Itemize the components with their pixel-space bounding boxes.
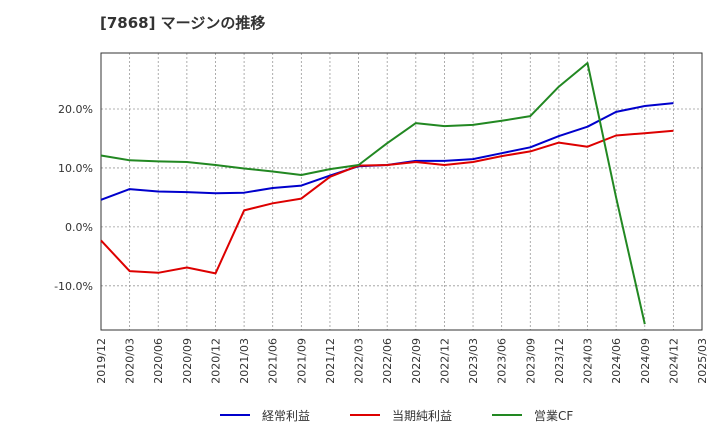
- x-tick-label: 2023/12: [553, 338, 566, 384]
- x-tick-label: 2024/09: [639, 338, 652, 384]
- series-lines: [100, 62, 674, 325]
- y-tick-label: 10.0%: [58, 162, 93, 175]
- y-axis-ticks: 20.0% 10.0% 0.0% -10.0%: [54, 103, 93, 293]
- x-tick-label: 2020/03: [124, 338, 137, 384]
- y-tick-label: -10.0%: [54, 280, 93, 293]
- x-tick-label: 2020/12: [209, 338, 222, 384]
- series-line: [100, 62, 646, 325]
- x-tick-label: 2024/06: [610, 338, 623, 384]
- legend-label: 営業CF: [534, 409, 573, 423]
- x-tick-label: 2022/12: [438, 338, 451, 384]
- x-tick-label: 2022/09: [410, 338, 423, 384]
- y-tick-label: 20.0%: [58, 103, 93, 116]
- x-tick-label: 2023/06: [496, 338, 509, 384]
- x-tick-label: 2022/03: [353, 338, 366, 384]
- x-tick-label: 2021/09: [295, 338, 308, 384]
- x-axis-ticks: 2019/12 2020/03 2020/06 2020/09 2020/12 2021/…: [95, 338, 709, 384]
- x-tick-label: 2024/12: [667, 338, 680, 384]
- x-tick-label: 2020/09: [181, 338, 194, 384]
- x-tick-label: 2023/09: [524, 338, 537, 384]
- legend: 経常利益 当期純利益 営業CF: [220, 409, 573, 423]
- x-tick-label: 2021/06: [267, 338, 280, 384]
- series-line: [100, 129, 674, 275]
- x-tick-label: 2024/03: [582, 338, 595, 384]
- legend-label: 経常利益: [262, 409, 310, 423]
- x-tick-label: 2020/06: [152, 338, 165, 384]
- legend-label: 当期純利益: [392, 409, 452, 423]
- x-tick-label: 2022/06: [381, 338, 394, 384]
- chart-title: [7868] マージンの推移: [100, 14, 266, 32]
- x-tick-label: 2021/03: [238, 338, 251, 384]
- x-tick-label: 2023/03: [467, 338, 480, 384]
- x-tick-label: 2021/12: [324, 338, 337, 384]
- x-tick-label: 2019/12: [95, 338, 108, 384]
- grid: [100, 53, 703, 330]
- y-tick-label: 0.0%: [65, 221, 93, 234]
- x-tick-label: 2025/03: [696, 338, 709, 384]
- plot-frame: [100, 52, 703, 331]
